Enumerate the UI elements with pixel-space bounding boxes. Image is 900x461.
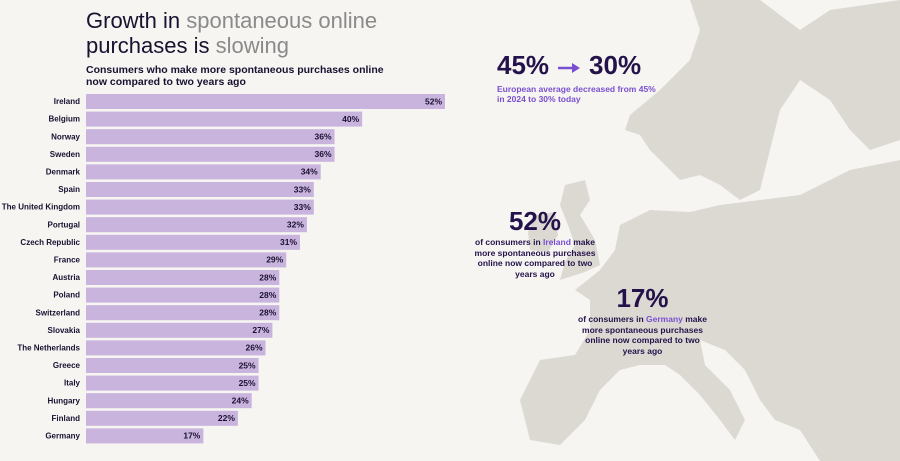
average-change: 45% 30% [497, 50, 697, 81]
bar [86, 358, 259, 373]
category-label: Poland [53, 291, 80, 300]
callout: 52% of consumers in Ireland make more sp… [470, 206, 600, 279]
value-label: 36% [315, 149, 332, 159]
value-label: 29% [266, 255, 283, 265]
category-label: Norway [51, 132, 80, 141]
value-label: 25% [239, 360, 256, 370]
category-label: Ireland [54, 97, 80, 106]
bar [86, 252, 287, 268]
callout-text-part: of consumers in [578, 314, 647, 324]
value-label: 28% [259, 307, 276, 317]
value-label: 40% [342, 114, 359, 124]
bar [86, 111, 363, 127]
average-from: 45% [497, 50, 550, 80]
value-label: 17% [183, 431, 200, 441]
category-label: Belgium [48, 115, 80, 124]
category-label: The Netherlands [17, 344, 80, 353]
bar [86, 94, 445, 109]
bar [86, 146, 335, 162]
callout-text: of consumers in Germany make more sponta… [575, 314, 710, 356]
chart-title: Growth in spontaneous online purchases i… [86, 8, 416, 58]
bar [86, 287, 280, 303]
category-label: Denmark [46, 168, 81, 177]
title-highlight: slowing [215, 33, 289, 58]
value-label: 22% [218, 413, 235, 423]
value-label: 26% [245, 343, 262, 353]
value-label: 32% [287, 219, 304, 229]
bar [86, 217, 307, 233]
scandinavia [625, 0, 900, 200]
category-label: Spain [58, 185, 80, 194]
bar [86, 340, 266, 356]
bar [86, 375, 259, 391]
bar [86, 129, 335, 145]
value-label: 52% [425, 96, 442, 106]
bar [86, 428, 204, 444]
category-label: Sweden [50, 150, 80, 159]
category-label: Germany [45, 432, 80, 441]
category-label: The United Kingdom [2, 203, 80, 212]
subtitle: Consumers who make more spontaneous purc… [86, 64, 384, 88]
callout: 17% of consumers in Germany make more sp… [575, 283, 710, 356]
value-label: 24% [232, 395, 249, 405]
category-label: Austria [52, 273, 80, 282]
bar [86, 182, 314, 197]
bar [86, 322, 273, 338]
value-label: 33% [294, 202, 311, 212]
value-label: 28% [259, 290, 276, 300]
title-part: purchases is [86, 33, 216, 58]
bar [86, 270, 280, 285]
category-label: Hungary [48, 396, 81, 405]
average-to: 30% [589, 50, 642, 80]
callout-country: Germany [646, 314, 683, 324]
bar [86, 234, 301, 250]
value-label: 27% [252, 325, 269, 335]
category-label: Portugal [48, 220, 80, 229]
callout-text: of consumers in Ireland make more sponta… [470, 237, 600, 279]
value-label: 33% [294, 184, 311, 194]
bar [86, 164, 321, 180]
category-label: Switzerland [36, 308, 81, 317]
title-highlight: spontaneous online [186, 8, 378, 33]
callout-value: 17% [616, 283, 669, 313]
value-label: 25% [239, 378, 256, 388]
title-part: Growth in [86, 8, 187, 33]
category-label: Italy [64, 379, 81, 388]
bar [86, 393, 252, 409]
category-label: France [54, 256, 81, 265]
callout-text-part: make more spontaneous purchases online n… [474, 237, 596, 279]
average-text: European average decreased from 45% in 2… [497, 84, 656, 104]
bar [86, 305, 280, 321]
category-label: Greece [53, 361, 81, 370]
category-label: Czech Republic [20, 238, 80, 247]
value-label: 31% [280, 237, 297, 247]
ireland-shape [528, 212, 558, 252]
value-label: 36% [315, 131, 332, 141]
arrow-head [572, 63, 580, 73]
bar [86, 199, 314, 215]
value-label: 34% [301, 167, 318, 177]
callout-value: 52% [508, 206, 562, 236]
callout-country: Ireland [543, 237, 571, 247]
category-label: Slovakia [48, 326, 81, 335]
category-label: Finland [52, 414, 81, 423]
bar [86, 410, 238, 426]
value-label: 28% [259, 272, 276, 282]
mainland [520, 160, 900, 461]
callout-text-part: make more spontaneous purchases online n… [582, 314, 707, 356]
callout-text-part: of consumers in [475, 237, 544, 247]
europe-map [520, 0, 900, 461]
great-britain [560, 180, 600, 280]
